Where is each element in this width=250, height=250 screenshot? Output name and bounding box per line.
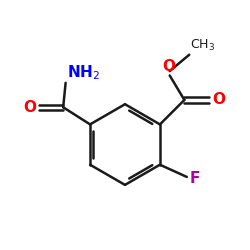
Text: O: O: [162, 59, 175, 74]
Text: F: F: [189, 171, 200, 186]
Text: CH$_3$: CH$_3$: [190, 38, 216, 53]
Text: O: O: [23, 100, 36, 115]
Text: O: O: [212, 92, 225, 108]
Text: NH$_2$: NH$_2$: [67, 63, 100, 82]
